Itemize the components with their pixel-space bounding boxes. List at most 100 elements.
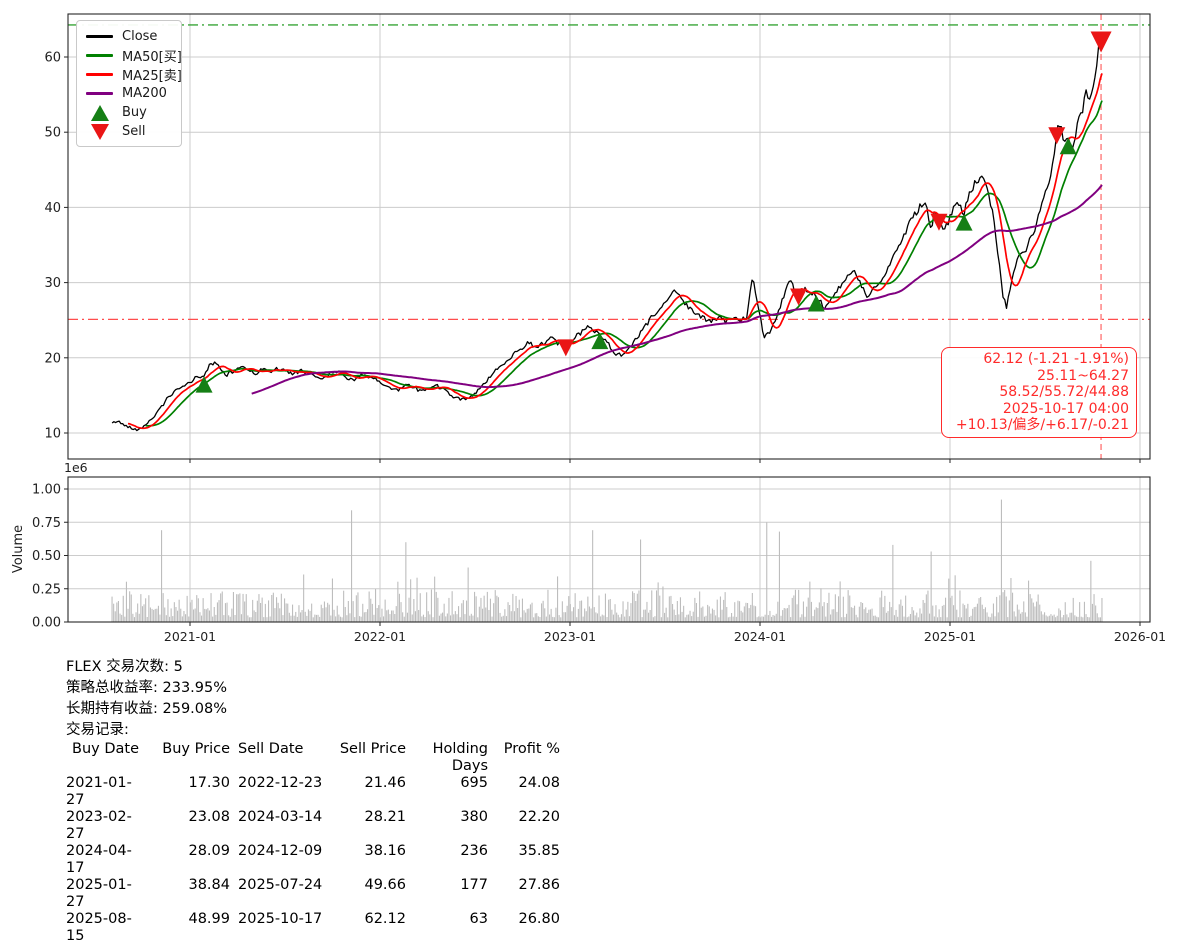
volume-bar xyxy=(1010,578,1012,622)
volume-bar xyxy=(501,616,503,622)
volume-bar xyxy=(924,602,926,622)
volume-bar xyxy=(799,617,801,622)
volume-bar xyxy=(577,608,579,622)
volume-bar xyxy=(929,613,931,622)
volume-bar xyxy=(276,597,278,622)
volume-bar xyxy=(667,617,669,622)
volume-bar xyxy=(1053,614,1055,622)
volume-bar xyxy=(726,607,728,622)
volume-bar xyxy=(141,606,143,622)
volume-bar xyxy=(834,594,836,622)
volume-bar xyxy=(526,608,528,622)
trade-cell: 48.99 xyxy=(188,911,230,927)
volume-bar xyxy=(778,531,780,622)
volume-bar xyxy=(288,612,290,622)
volume-bar xyxy=(130,594,132,622)
trades-col-header: Buy Price xyxy=(162,741,230,757)
volume-bar xyxy=(681,611,683,622)
volume-bar xyxy=(1067,617,1069,622)
volume-bar xyxy=(1096,613,1098,622)
volume-bar xyxy=(949,597,951,622)
volume-bar xyxy=(314,614,316,622)
volume-bar xyxy=(335,616,337,622)
volume-bar xyxy=(988,616,990,622)
volume-bar xyxy=(264,603,266,622)
volume-bar xyxy=(771,616,773,622)
volume-bar xyxy=(582,616,584,622)
volume-bar xyxy=(705,615,707,622)
volume-bar xyxy=(402,612,404,622)
volume-bar xyxy=(855,614,857,622)
volume-bar xyxy=(1090,560,1092,622)
volume-bar xyxy=(593,607,595,622)
volume-bar xyxy=(132,613,134,622)
volume-bar xyxy=(510,611,512,622)
volume-bar xyxy=(652,617,654,622)
volume-bar xyxy=(137,603,139,622)
volume-bar xyxy=(114,611,116,622)
volume-bar xyxy=(713,609,715,622)
trade-cell: 38.84 xyxy=(188,877,230,893)
volume-bar xyxy=(180,608,182,622)
buy-marker xyxy=(591,332,609,350)
volume-bar xyxy=(375,588,377,622)
volume-bar xyxy=(509,605,511,622)
volume-bar xyxy=(549,614,551,622)
strategy-stats-block: FLEX 交易次数: 5 策略总收益率: 233.95% 长期持有收益: 259.0… xyxy=(66,657,560,945)
volume-bar xyxy=(1095,605,1097,622)
volume-bar xyxy=(151,608,153,622)
volume-bar xyxy=(271,595,273,622)
volume-bar xyxy=(992,603,994,622)
volume-bar xyxy=(775,613,777,622)
buy-triangle-icon xyxy=(90,104,109,121)
volume-bar xyxy=(349,613,351,622)
volume-bar xyxy=(1013,611,1015,622)
volume-bar xyxy=(1082,617,1084,622)
volume-bar xyxy=(418,610,420,622)
volume-bar xyxy=(786,608,788,622)
volume-bar xyxy=(1005,596,1007,622)
volume-bar xyxy=(592,530,594,622)
volume-bar xyxy=(798,589,800,622)
volume-bar xyxy=(143,604,145,622)
volume-bar xyxy=(617,614,619,622)
volume-bar xyxy=(172,616,174,622)
volume-bar xyxy=(454,611,456,622)
volume-bar xyxy=(520,617,522,622)
trades-header-row: Buy Date Buy Price Sell Date Sell Price Hold… xyxy=(66,741,560,775)
volume-bar xyxy=(588,606,590,622)
volume-bar xyxy=(735,616,737,622)
volume-bar xyxy=(560,617,562,622)
volume-bar xyxy=(387,609,389,622)
volume-bar xyxy=(665,607,667,622)
volume-bar xyxy=(333,609,335,622)
volume-bar xyxy=(545,616,547,622)
trade-cell: 62.12 xyxy=(364,911,406,927)
volume-bar xyxy=(584,608,586,622)
volume-bar xyxy=(1002,592,1004,622)
trade-cell: 695 xyxy=(460,775,488,791)
volume-bar xyxy=(825,616,827,622)
volume-bar xyxy=(164,607,166,622)
last-quote-annotation: 62.12 (-1.21 -1.91%) 25.11~64.27 58.52/55.… xyxy=(941,347,1137,438)
volume-bar xyxy=(1061,617,1063,622)
volume-bar xyxy=(456,614,458,622)
volume-bar xyxy=(916,612,918,622)
volume-bar xyxy=(828,592,830,622)
volume-bar xyxy=(764,614,766,622)
volume-bar xyxy=(914,615,916,622)
volume-bar xyxy=(964,605,966,622)
volume-bar xyxy=(1098,617,1100,622)
volume-bar xyxy=(930,551,932,622)
volume-bar xyxy=(464,614,466,622)
volume-bar xyxy=(462,600,464,622)
volume-bar xyxy=(1004,590,1006,622)
volume-bar xyxy=(213,607,215,622)
volume-bar xyxy=(635,601,637,622)
volume-bar xyxy=(740,610,742,622)
volume-bar xyxy=(303,574,305,622)
x-tick-label: 2021-01 xyxy=(164,629,216,644)
trade-row: 2025-08-15 48.99 2025-10-17 62.12 63 26.80 xyxy=(66,911,560,945)
volume-bar xyxy=(975,606,977,622)
sell-marker xyxy=(1090,31,1112,53)
